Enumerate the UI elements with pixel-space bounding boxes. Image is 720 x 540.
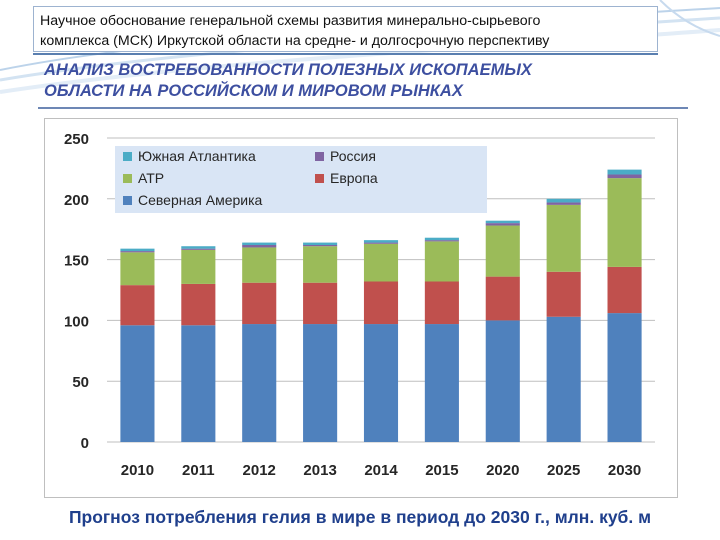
bar-2014-АТР — [363, 243, 399, 282]
section-title-line-1: АНАЛИЗ ВОСТРЕБОВАННОСТИ ПОЛЕЗНЫХ ИСКОПАЕ… — [44, 61, 532, 79]
section-title-line-2: ОБЛАСТИ НА РОССИЙСКОМ И МИРОВОМ РЫНКАХ — [44, 82, 463, 100]
bar-2010-Южная Атлантика — [120, 248, 155, 252]
bar-2014-Европа — [363, 281, 399, 325]
bar-2030-Северная Америка — [607, 313, 642, 442]
bar-2020-Европа — [485, 276, 520, 321]
bar-2012-Россия — [242, 245, 277, 248]
y-tick-label: 200 — [64, 192, 89, 209]
x-tick-label-2030: 2030 — [608, 462, 641, 479]
section-title: АНАЛИЗ ВОСТРЕБОВАННОСТИ ПОЛЕЗНЫХ ИСКОПАЕ… — [44, 60, 684, 102]
bar-2013-Южная Атлантика — [303, 242, 338, 246]
bar-2015-АТР — [424, 241, 459, 282]
bar-2020-АТР — [485, 225, 520, 277]
bar-2030-Россия — [607, 174, 642, 179]
legend-swatch-Россия — [315, 152, 324, 161]
y-tick-label: 250 — [64, 131, 89, 148]
x-tick-label-2010: 2010 — [121, 462, 154, 479]
bar-2011-Европа — [181, 283, 216, 326]
bar-2030-Южная Атлантика — [607, 169, 642, 175]
bar-2010-АТР — [120, 252, 155, 286]
bar-2020-Россия — [485, 223, 520, 226]
bar-2013-Европа — [303, 282, 338, 325]
bar-2012-АТР — [242, 247, 277, 283]
x-tick-label-2013: 2013 — [303, 462, 336, 479]
header-line-1: Научное обоснование генеральной схемы ра… — [40, 13, 541, 29]
bar-2012-Северная Америка — [242, 324, 277, 442]
chart-caption: Прогноз потребления гелия в мире в перио… — [68, 507, 652, 527]
bar-2025-Северная Америка — [546, 316, 581, 442]
helium-consumption-chart: 0 50 100 150 200 250 2010 2011 2012 2013 2014 2015 2… — [64, 131, 655, 479]
bar-2013-АТР — [303, 246, 338, 283]
bar-2015-Европа — [424, 281, 459, 325]
bar-2025-Южная Атлантика — [546, 198, 581, 203]
legend-swatch-АТР — [123, 174, 132, 183]
bar-2020-Южная Атлантика — [485, 220, 520, 224]
bar-2025-Европа — [546, 271, 581, 317]
legend-label: Северная Америка — [138, 192, 263, 208]
bar-2015-Северная Америка — [424, 324, 459, 442]
bar-2010-Россия — [120, 251, 155, 253]
legend-swatch-Южная Атлантика — [123, 152, 132, 161]
bar-2015-Россия — [424, 240, 459, 242]
bar-2010-Европа — [120, 285, 155, 326]
header-divider — [33, 53, 658, 55]
legend-swatch-Европа — [315, 174, 324, 183]
bar-2020-Северная Америка — [485, 320, 520, 442]
legend-label: Россия — [330, 148, 376, 164]
bar-2013-Россия — [303, 245, 338, 247]
bar-2015-Южная Атлантика — [424, 237, 459, 241]
bar-2010-Северная Америка — [120, 325, 155, 442]
legend-label: АТР — [138, 170, 164, 186]
y-tick-label: 150 — [64, 253, 89, 270]
bar-2011-Россия — [181, 248, 216, 250]
bar-2013-Северная Америка — [303, 324, 338, 442]
y-tick-label: 50 — [72, 374, 89, 391]
bar-2030-АТР — [607, 178, 642, 267]
section-divider — [38, 107, 688, 109]
legend-swatch-Северная Америка — [123, 196, 132, 205]
bar-2025-Россия — [546, 202, 581, 205]
chart-frame: 0 50 100 150 200 250 2010 2011 2012 2013 2014 2015 2… — [44, 118, 678, 498]
bar-2011-Северная Америка — [181, 325, 216, 442]
x-tick-label-2025: 2025 — [547, 462, 580, 479]
header-line-2: комплекса (МСК) Иркутской области на сре… — [40, 33, 550, 49]
legend-label: Южная Атлантика — [138, 148, 256, 164]
x-tick-label-2020: 2020 — [486, 462, 519, 479]
x-tick-label-2015: 2015 — [425, 462, 458, 479]
bar-2025-АТР — [546, 204, 581, 272]
legend-label: Европа — [330, 170, 378, 186]
x-tick-label-2012: 2012 — [243, 462, 276, 479]
x-tick-label-2011: 2011 — [182, 462, 215, 479]
bar-2011-АТР — [181, 249, 216, 284]
bar-2012-Европа — [242, 282, 277, 325]
legend-box — [115, 146, 487, 213]
y-tick-label: 0 — [81, 435, 89, 452]
bar-2014-Южная Атлантика — [363, 240, 399, 243]
header-box: Научное обоснование генеральной схемы ра… — [33, 6, 658, 52]
bar-2030-Европа — [607, 266, 642, 314]
bar-2012-Южная Атлантика — [242, 242, 277, 246]
x-tick-label-2014: 2014 — [364, 462, 398, 479]
bar-2014-Россия — [363, 242, 399, 244]
bar-2014-Северная Америка — [363, 324, 399, 442]
y-tick-label: 100 — [64, 313, 89, 330]
bar-2011-Южная Атлантика — [181, 246, 216, 249]
